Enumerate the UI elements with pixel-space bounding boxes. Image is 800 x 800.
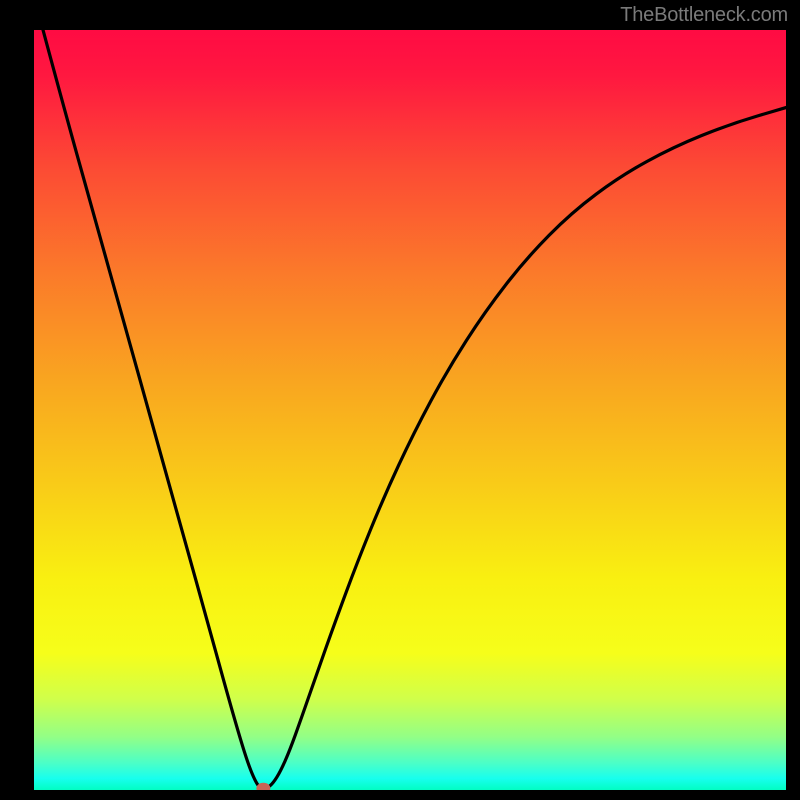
chart-frame: TheBottleneck.com [0,0,800,800]
plot-area [34,30,786,790]
bottleneck-curve [43,30,786,789]
curve-layer [34,30,786,790]
watermark-text: TheBottleneck.com [620,4,788,27]
